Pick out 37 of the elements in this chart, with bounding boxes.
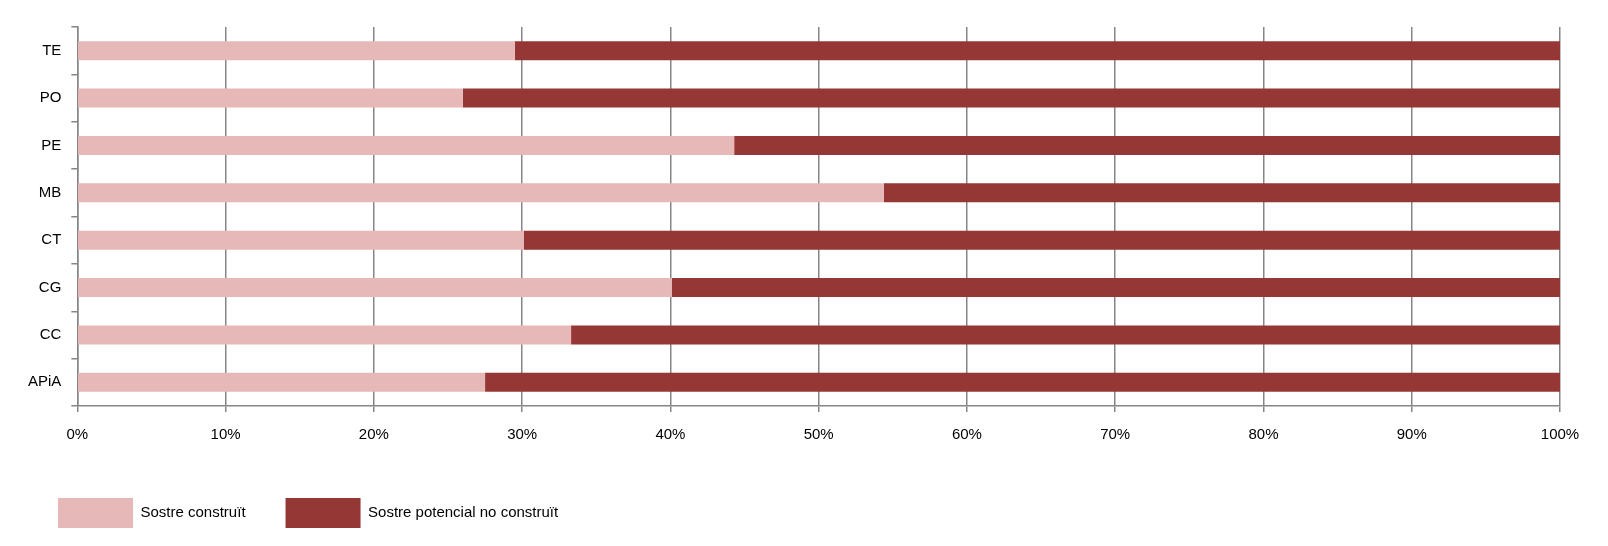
bar xyxy=(78,325,572,345)
bar xyxy=(78,183,884,203)
y-tick-label: CC xyxy=(39,325,62,343)
bar xyxy=(78,278,672,298)
y-tick-label: PO xyxy=(39,88,62,106)
y-tick-label: APiA xyxy=(27,372,62,390)
x-tick-label: 70% xyxy=(1100,425,1131,443)
bar xyxy=(571,325,1560,345)
bar xyxy=(462,88,1560,108)
x-tick-label: 30% xyxy=(507,425,538,443)
bar xyxy=(78,88,463,108)
x-tick-label: 60% xyxy=(951,425,982,443)
x-tick-label: 80% xyxy=(1248,425,1279,443)
bar xyxy=(78,372,486,392)
y-tick-label: PE xyxy=(41,135,62,153)
bar xyxy=(734,135,1560,155)
legend-label: Sostre construït xyxy=(140,503,247,521)
bar xyxy=(514,41,1560,61)
x-tick-label: 20% xyxy=(358,425,389,443)
x-tick-label: 90% xyxy=(1396,425,1427,443)
bar xyxy=(78,135,735,155)
x-tick-label: 10% xyxy=(210,425,241,443)
bar xyxy=(78,230,524,250)
y-tick-label: CT xyxy=(41,230,62,248)
x-tick-label: 40% xyxy=(655,425,686,443)
bar xyxy=(78,41,515,61)
y-tick-label: CG xyxy=(38,277,62,295)
bar xyxy=(523,230,1560,250)
x-tick-label: 50% xyxy=(803,425,834,443)
bar xyxy=(883,183,1560,203)
x-tick-label: 100% xyxy=(1540,425,1580,443)
legend-label: Sostre potencial no construït xyxy=(368,503,559,521)
bar xyxy=(485,372,1560,392)
y-tick-label: TE xyxy=(42,40,62,58)
bar xyxy=(671,278,1560,298)
x-tick-label: 0% xyxy=(66,425,89,443)
y-tick-label: MB xyxy=(38,182,62,200)
